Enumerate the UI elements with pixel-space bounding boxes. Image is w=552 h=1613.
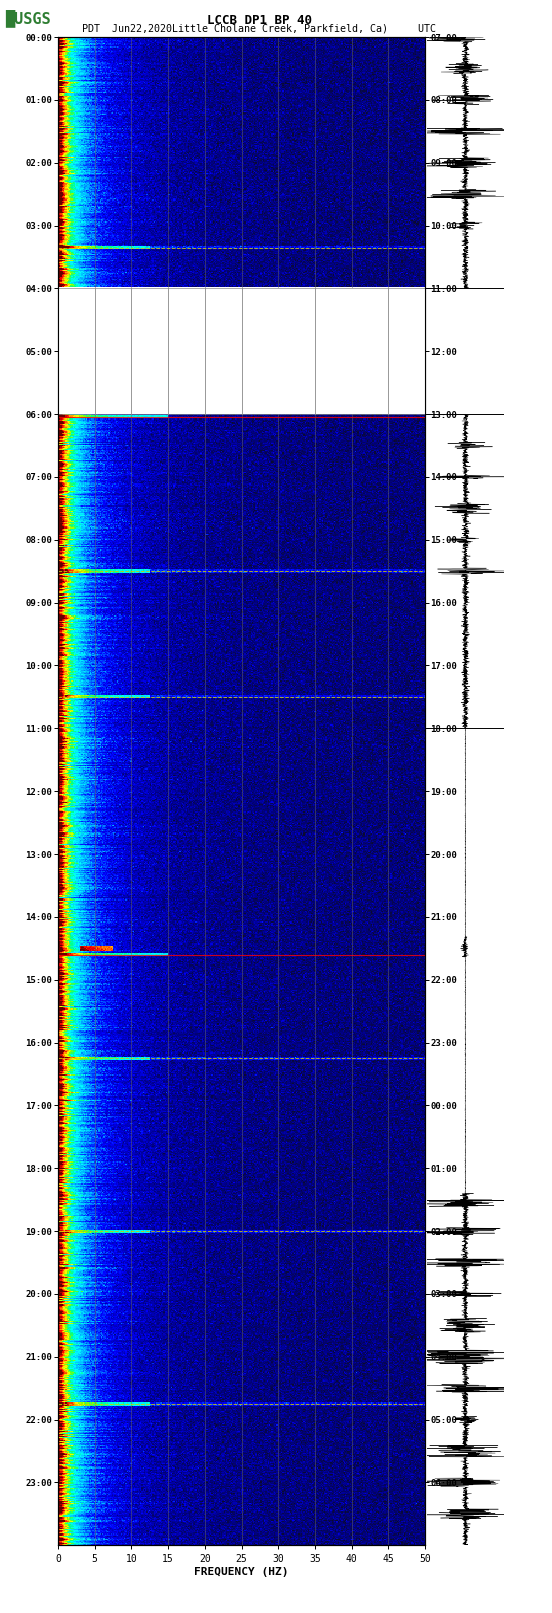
Bar — [58, 289, 425, 415]
Text: █USGS: █USGS — [6, 8, 51, 26]
Text: LCCB DP1 BP 40: LCCB DP1 BP 40 — [207, 13, 312, 26]
X-axis label: FREQUENCY (HZ): FREQUENCY (HZ) — [194, 1568, 289, 1578]
Text: PDT  Jun22,2020Little Cholane Creek, Parkfield, Ca)     UTC: PDT Jun22,2020Little Cholane Creek, Park… — [82, 24, 437, 34]
Bar — [427, 289, 504, 415]
